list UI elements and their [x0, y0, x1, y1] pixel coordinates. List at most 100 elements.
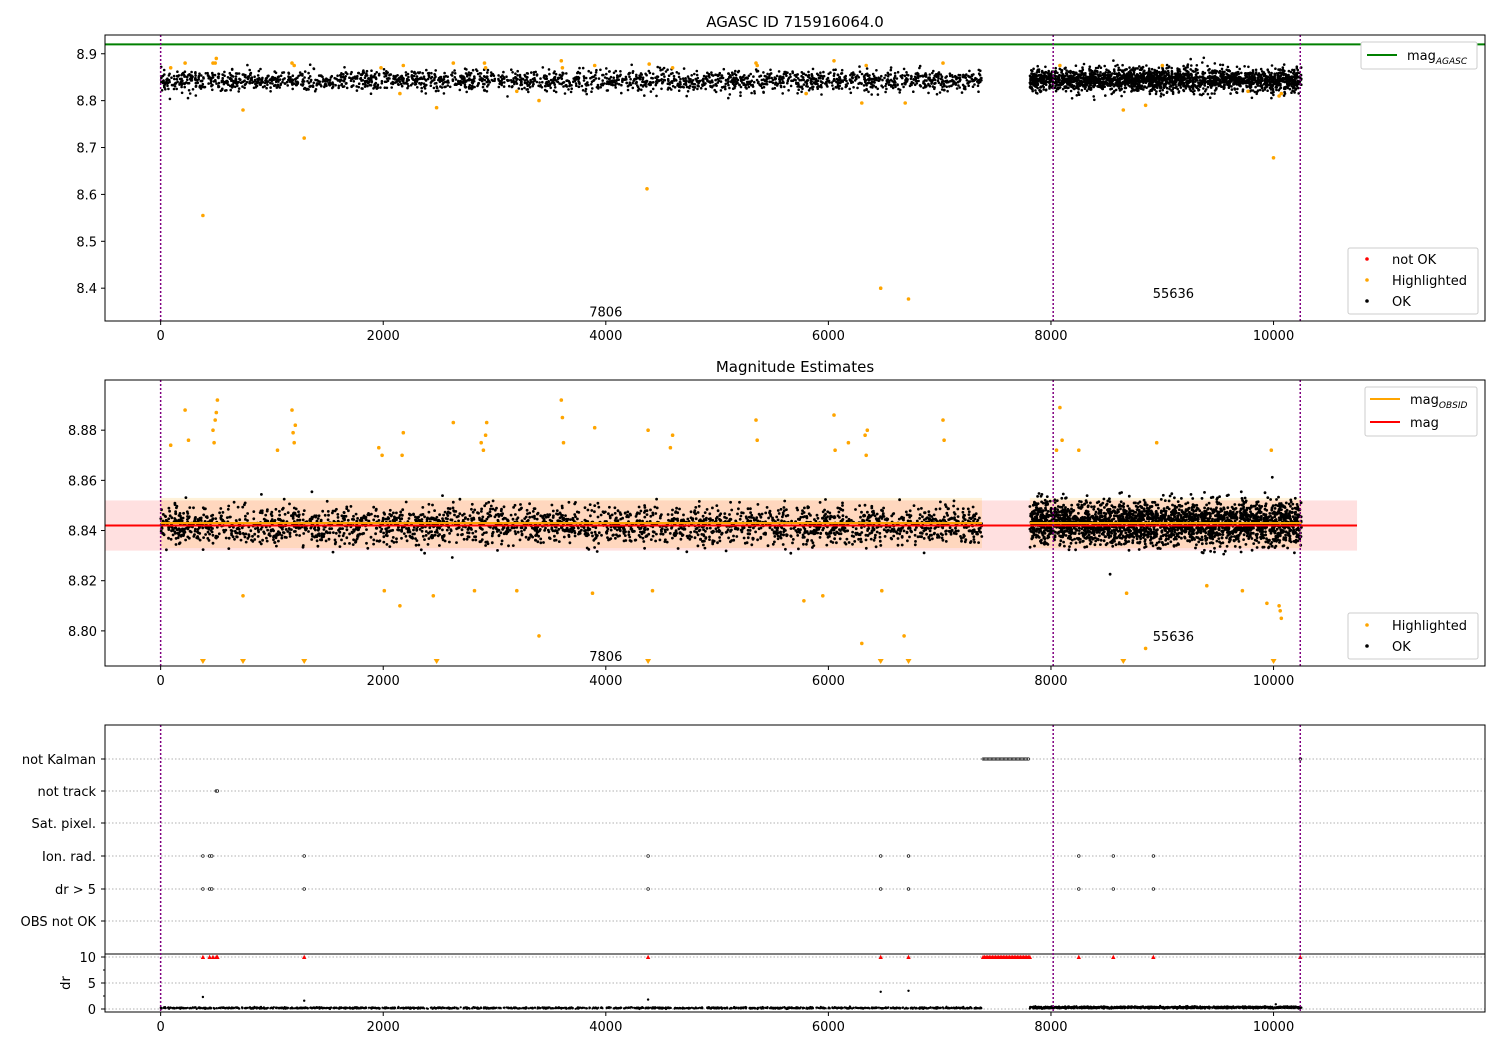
panel-1-ok-point [459, 79, 462, 83]
panel-1-ok-point [706, 79, 709, 83]
panel-2-ok-point [274, 507, 278, 511]
panel-1-ok-point [357, 85, 361, 89]
panel-1-ok-point [1216, 83, 1220, 86]
panel-1-ok-point [224, 89, 227, 92]
panel-1-ok-point [971, 79, 975, 83]
panel-1-ok-point [753, 90, 756, 93]
panel-1-ok-point [636, 85, 640, 89]
panel-1-ok-point [1091, 76, 1095, 80]
panel-1-ok-point [382, 71, 386, 75]
panel-1-ok-point [742, 83, 745, 86]
panel-1-ok-point [1062, 76, 1065, 79]
panel-1-ok-point [306, 79, 309, 83]
panel-1-ok-point [1032, 73, 1036, 77]
panel-1-ok-point [333, 76, 337, 80]
panel-1-ok-point [927, 82, 930, 86]
panel-1-ok-point [489, 74, 493, 78]
panel-1-ok-point [677, 72, 681, 75]
panel-1-ok-point [752, 80, 756, 84]
panel-1-ok-point [406, 86, 409, 90]
panel-1-ok-point [1162, 77, 1166, 80]
panel-1-highlighted-point [1271, 156, 1276, 160]
panel-1-ok-point [800, 78, 803, 82]
panel-1-ok-point [977, 72, 981, 75]
panel-1-ok-point [788, 73, 792, 76]
panel-2-ok-point [613, 506, 617, 510]
panel-1-ok-point [870, 77, 874, 81]
panel-1-highlighted-point [398, 91, 402, 96]
panel-1-ok-point [819, 80, 823, 83]
panel-1-ok-point [709, 84, 712, 88]
panel-1-ok-point [1146, 73, 1150, 76]
panel-1-ok-point [503, 81, 506, 84]
panel-1-ok-point [570, 87, 573, 90]
panel-1-ok-point [559, 76, 562, 79]
panel-1-ok-point [404, 73, 408, 77]
panel-1-ok-point [971, 85, 975, 88]
panel-1-ok-point [435, 81, 438, 85]
panel-2-ok-point [791, 538, 795, 541]
panel-1-ok-point [1184, 73, 1187, 77]
panel-2-ok-point [392, 511, 395, 515]
panel-1-ok-point [1215, 86, 1218, 90]
panel-1-ok-point [840, 68, 844, 72]
panel-1-ok-point [1086, 81, 1090, 84]
panel-1-ok-point [1230, 85, 1233, 88]
panel-1-x-tick-label: 2000 [367, 329, 400, 344]
panel-1-title: AGASC ID 715916064.0 [706, 13, 884, 31]
panel-1-ok-point [1182, 84, 1185, 88]
panel-1-ok-point [639, 83, 643, 87]
panel-1-ok-point [1088, 69, 1091, 72]
panel-1-highlighted-point [647, 62, 651, 66]
legend-marker-not-ok [1365, 257, 1369, 261]
panel-1-ok-point [865, 84, 868, 87]
panel-2-ok-point [742, 536, 746, 540]
panel-1-ok-point [1171, 88, 1174, 91]
panel-1-ok-point [174, 82, 178, 85]
panel-1-ok-point [365, 79, 369, 83]
panel-1-ok-point [905, 73, 909, 77]
panel-1-ok-point [814, 79, 818, 82]
panel-1-ok-point [197, 74, 201, 78]
panel-1-ok-point [471, 68, 475, 72]
panel-1-ok-point [237, 90, 240, 93]
panel-2-ok-point [767, 516, 770, 520]
panel-1-ok-point [245, 80, 249, 84]
panel-1-ok-point [758, 83, 761, 86]
panel-1-ok-point [933, 78, 937, 82]
panel-1-ok-point [253, 78, 257, 82]
panel-1-ok-point [500, 83, 504, 87]
panel-1-ok-point [223, 74, 226, 78]
panel-1-ok-point [243, 86, 246, 90]
panel-1-ok-point [802, 78, 805, 82]
panel-1-ok-point [902, 85, 905, 89]
panel-1-ok-point [252, 80, 255, 84]
legend-marker-highlighted [1365, 278, 1369, 282]
panel-1-ok-point [1268, 78, 1271, 81]
panel-1-ok-point [744, 76, 747, 80]
panel-1-ok-point [1071, 85, 1074, 88]
panel-1-ok-point [1140, 87, 1143, 90]
panel-1-ok-point [955, 87, 959, 90]
panel-1-ok-point [564, 84, 567, 87]
panel-1-ok-point [1057, 76, 1061, 80]
panel-1-ok-point [1123, 86, 1127, 90]
panel-2-ok-point [514, 513, 517, 516]
panel-1-ok-point [896, 83, 899, 87]
panel-1-ok-point [960, 91, 964, 94]
panel-1-highlighted-point [903, 101, 907, 105]
panel-1-highlighted-point [878, 286, 883, 291]
panel-1-ok-point [1232, 83, 1235, 86]
panel-1-ok-point [502, 85, 506, 88]
panel-1-ok-point [1281, 73, 1284, 76]
panel-1-ok-point [427, 74, 431, 77]
panel-1-ok-point [1067, 79, 1070, 82]
panel-2-ok-point [225, 516, 229, 519]
panel-1-ok-point [230, 79, 233, 83]
panel-1-ok-point [365, 69, 369, 73]
panel-1-ok-point [1243, 81, 1247, 85]
panel-1-ok-point [291, 74, 295, 77]
panel-1-ok-point [852, 86, 855, 89]
panel-1-ok-point [448, 85, 452, 89]
panel-1-ok-point [707, 73, 711, 76]
